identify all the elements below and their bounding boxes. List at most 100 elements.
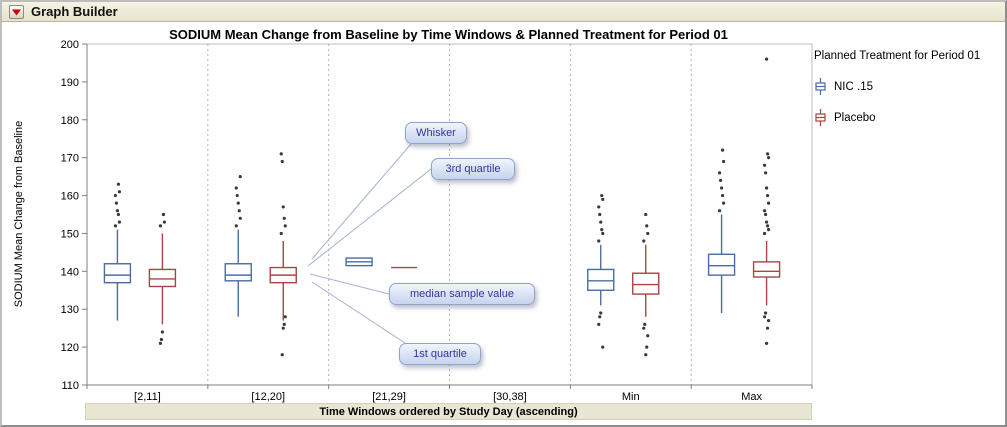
outlier-point[interactable]	[644, 353, 648, 357]
boxplot-placebo-0[interactable]	[148, 233, 177, 325]
x-axis-title-band[interactable]: Time Windows ordered by Study Day (ascen…	[85, 403, 812, 420]
iqr-box[interactable]	[632, 272, 660, 295]
boxplot-nic-15-5[interactable]	[707, 214, 736, 314]
outlier-point[interactable]	[646, 231, 650, 236]
outlier-point[interactable]	[765, 326, 770, 330]
outlier-point[interactable]	[283, 224, 287, 228]
outlier-point[interactable]	[763, 311, 768, 315]
outlier-point[interactable]	[597, 322, 601, 326]
outlier-point[interactable]	[765, 193, 770, 198]
outlier-point[interactable]	[114, 201, 119, 205]
outlier-point[interactable]	[234, 224, 238, 228]
boxplot-placebo-5[interactable]	[752, 241, 781, 306]
iqr-box[interactable]	[103, 263, 132, 284]
iqr-box[interactable]	[752, 261, 781, 278]
legend-item-placebo[interactable]: Placebo	[814, 108, 1004, 127]
outlier-point[interactable]	[720, 193, 725, 198]
outlier-point[interactable]	[160, 330, 165, 334]
legend-item-nic-15[interactable]: NIC .15	[814, 77, 1004, 96]
outlier-point[interactable]	[717, 171, 722, 175]
outlier-point[interactable]	[720, 148, 725, 152]
outlier-point[interactable]	[646, 334, 650, 338]
outlier-point[interactable]	[601, 345, 605, 349]
outlier-point[interactable]	[279, 152, 283, 156]
outlier-point[interactable]	[717, 209, 722, 213]
outlier-point[interactable]	[766, 228, 771, 232]
callout-whisker[interactable]: Whisker	[405, 122, 467, 144]
outlier-point[interactable]	[236, 201, 240, 205]
outlier-point[interactable]	[601, 231, 605, 236]
outlier-point[interactable]	[764, 57, 769, 61]
outlier-point[interactable]	[116, 212, 121, 217]
outlier-point[interactable]	[762, 163, 767, 167]
outlier-point[interactable]	[601, 197, 605, 201]
outlier-point[interactable]	[762, 209, 767, 213]
outlier-point[interactable]	[280, 159, 284, 164]
outlier-point[interactable]	[235, 193, 239, 198]
outlier-point[interactable]	[282, 216, 286, 220]
outlier-point[interactable]	[763, 171, 768, 175]
boxplot-nic-15-2[interactable]	[345, 257, 373, 267]
iqr-box[interactable]	[707, 253, 736, 276]
callout-3rd-quartile[interactable]: 3rd quartile	[431, 158, 515, 180]
outlier-point[interactable]	[115, 209, 120, 213]
outlier-point[interactable]	[161, 212, 166, 217]
outlier-point[interactable]	[765, 224, 770, 228]
outlier-point[interactable]	[642, 239, 646, 243]
iqr-box[interactable]	[148, 268, 177, 288]
outlier-point[interactable]	[599, 311, 603, 315]
disclosure-button[interactable]	[9, 4, 24, 19]
outlier-point[interactable]	[721, 159, 726, 164]
outlier-point[interactable]	[237, 209, 241, 213]
outlier-point[interactable]	[281, 326, 285, 330]
outlier-point[interactable]	[113, 193, 118, 198]
outlier-point[interactable]	[764, 341, 769, 345]
boxplot-nic-15-0[interactable]	[103, 229, 132, 321]
outlier-point[interactable]	[597, 205, 601, 209]
callout-median-sample-value[interactable]: median sample value	[389, 283, 535, 305]
callout-1st-quartile[interactable]: 1st quartile	[399, 343, 481, 365]
outlier-point[interactable]	[645, 224, 649, 228]
boxplot-nic-15-1[interactable]	[224, 229, 252, 317]
outlier-point[interactable]	[766, 156, 771, 160]
outlier-point[interactable]	[643, 322, 647, 326]
outlier-point[interactable]	[158, 224, 163, 228]
outlier-point[interactable]	[117, 220, 122, 224]
outlier-point[interactable]	[599, 220, 603, 224]
outlier-point[interactable]	[766, 318, 771, 323]
outlier-point[interactable]	[598, 315, 602, 319]
outlier-point[interactable]	[162, 220, 167, 224]
outlier-point[interactable]	[600, 193, 604, 198]
outlier-point[interactable]	[116, 182, 121, 186]
outlier-point[interactable]	[234, 186, 238, 190]
outlier-point[interactable]	[238, 216, 242, 220]
outlier-point[interactable]	[644, 212, 648, 217]
outlier-point[interactable]	[280, 353, 284, 357]
iqr-box[interactable]	[224, 263, 252, 282]
outlier-point[interactable]	[158, 341, 163, 345]
outlier-point[interactable]	[159, 337, 164, 342]
outlier-point[interactable]	[642, 326, 646, 330]
outlier-point[interactable]	[718, 178, 723, 182]
outlier-point[interactable]	[721, 201, 726, 205]
outlier-point[interactable]	[766, 201, 771, 205]
outlier-point[interactable]	[762, 315, 767, 319]
outlier-point[interactable]	[113, 224, 118, 228]
outlier-point[interactable]	[645, 345, 649, 349]
outlier-point[interactable]	[719, 186, 724, 190]
outlier-point[interactable]	[764, 186, 769, 190]
boxplot-placebo-4[interactable]	[632, 244, 660, 317]
outlier-point[interactable]	[598, 212, 602, 217]
outlier-point[interactable]	[279, 231, 283, 236]
outlier-point[interactable]	[763, 212, 768, 217]
outlier-point[interactable]	[282, 322, 286, 326]
outlier-point[interactable]	[117, 190, 122, 194]
iqr-box[interactable]	[587, 268, 615, 291]
outlier-point[interactable]	[765, 152, 770, 156]
boxplot-placebo-1[interactable]	[269, 241, 297, 321]
outlier-point[interactable]	[597, 239, 601, 243]
outlier-point[interactable]	[762, 231, 767, 236]
outlier-point[interactable]	[764, 220, 769, 224]
outlier-point[interactable]	[283, 315, 287, 319]
